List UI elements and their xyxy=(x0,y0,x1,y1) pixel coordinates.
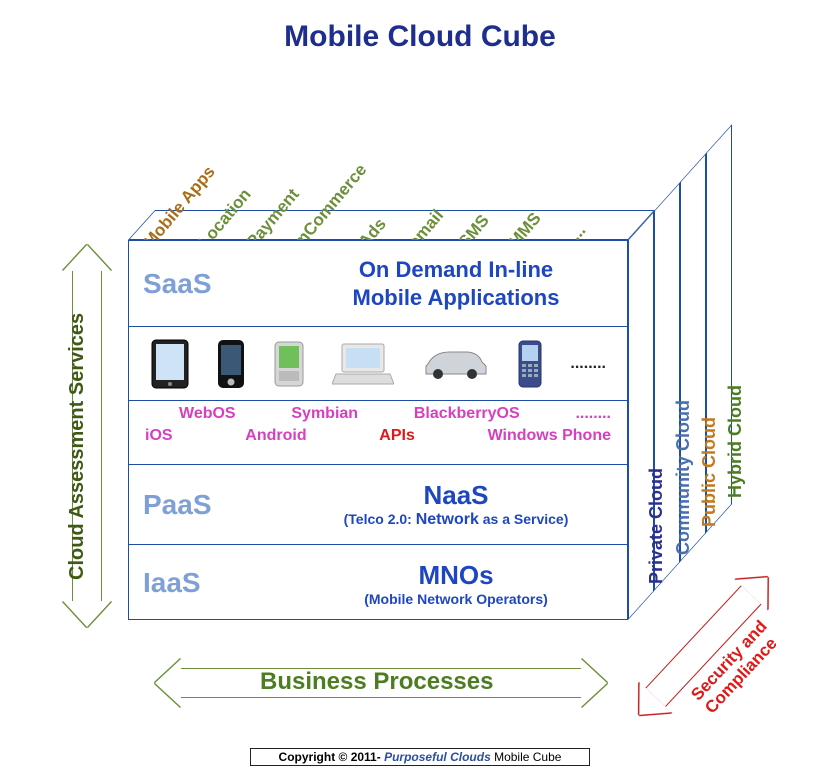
os-wp: Windows Phone xyxy=(488,427,611,445)
side-label-1: Community Cloud xyxy=(673,400,694,555)
left-axis-label: Cloud Assessment Services xyxy=(66,313,89,580)
cube-front-face: SaaS On Demand In-line Mobile Applicatio… xyxy=(128,240,628,620)
paas-big: NaaS xyxy=(293,480,619,511)
side-label-0: Private Cloud xyxy=(646,468,667,584)
bottom-axis-label: Business Processes xyxy=(260,668,493,696)
paas-sub: (Telco 2.0: Network as a Service) xyxy=(293,511,619,529)
iaas-sub: (Mobile Network Operators) xyxy=(293,591,619,607)
paas-sub-b: Network xyxy=(416,511,479,528)
laptop-icon xyxy=(332,336,394,392)
paas-label: PaaS xyxy=(137,489,293,521)
iaas-big: MNOs xyxy=(293,560,619,591)
copyright-suffix: Mobile Cube xyxy=(491,750,562,764)
layer-os: WebOS Symbian BlackberryOS ........ iOS … xyxy=(129,401,627,465)
diagram-title: Mobile Cloud Cube xyxy=(0,20,840,54)
pda-icon xyxy=(272,336,306,392)
os-webos: WebOS xyxy=(179,405,236,423)
iaas-body: MNOs (Mobile Network Operators) xyxy=(293,560,619,607)
os-apis: APIs xyxy=(379,427,415,445)
diagram-canvas: Mobile Cloud Cube Mobile AppsLocationPay… xyxy=(0,0,840,772)
os-bbos: BlackberryOS xyxy=(414,405,520,423)
copyright-prefix: Copyright © 2011- xyxy=(279,750,385,764)
layer-saas: SaaS On Demand In-line Mobile Applicatio… xyxy=(129,241,627,327)
os-android: Android xyxy=(245,427,306,445)
side-label-2: Public Cloud xyxy=(699,417,720,527)
os-ios: iOS xyxy=(145,427,173,445)
layer-devices: ........ xyxy=(129,327,627,401)
layer-iaas: IaaS MNOs (Mobile Network Operators) xyxy=(129,545,627,621)
os-symbian: Symbian xyxy=(291,405,358,423)
iaas-label: IaaS xyxy=(137,567,293,599)
side-label-3: Hybrid Cloud xyxy=(725,385,746,498)
paas-sub-a: (Telco 2.0: xyxy=(344,511,416,527)
saas-line2: Mobile Applications xyxy=(293,284,619,312)
os-ellipsis: ........ xyxy=(575,405,611,423)
copyright-brand: Purposeful Clouds xyxy=(384,750,491,764)
tablet-icon xyxy=(150,336,190,392)
saas-body: On Demand In-line Mobile Applications xyxy=(293,256,619,311)
saas-line1: On Demand In-line xyxy=(293,256,619,284)
smartphone-icon xyxy=(216,336,246,392)
devices-ellipsis: ........ xyxy=(570,355,606,373)
saas-label: SaaS xyxy=(137,268,293,300)
copyright: Copyright © 2011- Purposeful Clouds Mobi… xyxy=(250,748,590,766)
paas-body: NaaS (Telco 2.0: Network as a Service) xyxy=(293,480,619,529)
layer-paas: PaaS NaaS (Telco 2.0: Network as a Servi… xyxy=(129,465,627,545)
car-icon xyxy=(420,336,490,392)
feature-phone-icon xyxy=(516,336,544,392)
paas-sub-c: as a Service) xyxy=(479,511,569,527)
